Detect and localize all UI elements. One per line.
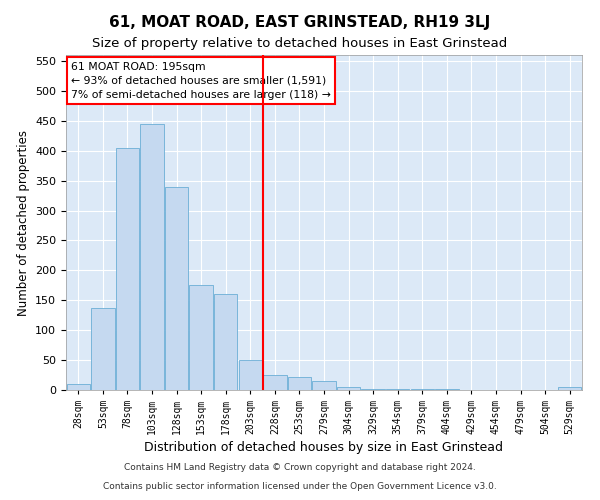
Text: Size of property relative to detached houses in East Grinstead: Size of property relative to detached ho… (92, 38, 508, 51)
Y-axis label: Number of detached properties: Number of detached properties (17, 130, 29, 316)
Bar (239, 360, 262, 390)
Text: Contains public sector information licensed under the Open Government Licence v3: Contains public sector information licen… (103, 482, 497, 491)
X-axis label: Distribution of detached houses by size in East Grinstead: Distribution of detached houses by size … (145, 441, 503, 454)
Bar (91, 308, 115, 390)
Bar (190, 286, 213, 390)
Text: 61 MOAT ROAD: 195sqm
← 93% of detached houses are smaller (1,591)
7% of semi-det: 61 MOAT ROAD: 195sqm ← 93% of detached h… (71, 62, 331, 100)
Bar (263, 375, 287, 390)
Bar (361, 389, 385, 390)
Bar (214, 294, 238, 390)
Bar (288, 377, 311, 390)
Text: Contains HM Land Registry data © Crown copyright and database right 2024.: Contains HM Land Registry data © Crown c… (124, 464, 476, 472)
Text: 61, MOAT ROAD, EAST GRINSTEAD, RH19 3LJ: 61, MOAT ROAD, EAST GRINSTEAD, RH19 3LJ (109, 15, 491, 30)
Bar (140, 124, 164, 390)
Bar (165, 186, 188, 390)
Bar (558, 387, 581, 390)
Bar (313, 381, 335, 390)
Bar (116, 148, 139, 390)
Bar (337, 387, 360, 390)
Bar (67, 384, 90, 390)
